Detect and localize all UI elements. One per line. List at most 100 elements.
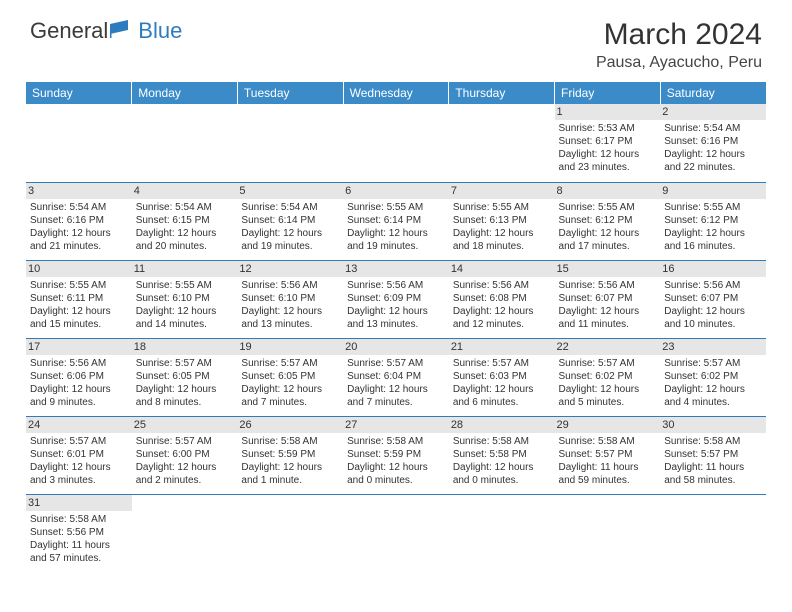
calendar-cell [237,104,343,182]
cell-line: Sunrise: 5:56 AM [347,279,445,292]
cell-line: Sunset: 6:04 PM [347,370,445,383]
cell-line: and 20 minutes. [136,240,234,253]
calendar-cell: 26Sunrise: 5:58 AMSunset: 5:59 PMDayligh… [237,416,343,494]
cell-content: Sunrise: 5:58 AMSunset: 5:57 PMDaylight:… [664,435,762,487]
calendar-cell: 20 Sunrise: 5:57 AMSunset: 6:04 PMDayligh… [343,338,449,416]
cell-line: and 8 minutes. [136,396,234,409]
cell-content: Sunrise: 5:58 AMSunset: 5:58 PMDaylight:… [453,435,551,487]
day-number: 8 [555,183,661,199]
cell-line: and 22 minutes. [664,161,762,174]
cell-line: Sunset: 5:57 PM [559,448,657,461]
calendar-cell [237,494,343,572]
cell-line: Daylight: 12 hours [664,305,762,318]
cell-content: Sunrise: 5:57 AMSunset: 6:03 PMDaylight:… [453,357,551,409]
calendar-cell: 12Sunrise: 5:56 AMSunset: 6:10 PMDayligh… [237,260,343,338]
cell-line: Sunrise: 5:55 AM [559,201,657,214]
cell-content: Sunrise: 5:56 AMSunset: 6:10 PMDaylight:… [241,279,339,331]
calendar-cell: 23Sunrise: 5:57 AMSunset: 6:02 PMDayligh… [660,338,766,416]
cell-line: and 5 minutes. [559,396,657,409]
cell-line: Sunset: 6:14 PM [241,214,339,227]
flag-icon [110,18,136,44]
calendar-cell: 10Sunrise: 5:55 AMSunset: 6:11 PMDayligh… [26,260,132,338]
calendar-cell: 11Sunrise: 5:55 AMSunset: 6:10 PMDayligh… [132,260,238,338]
cell-content: Sunrise: 5:55 AMSunset: 6:14 PMDaylight:… [347,201,445,253]
cell-content: Sunrise: 5:54 AMSunset: 6:14 PMDaylight:… [241,201,339,253]
cell-line: Sunset: 6:01 PM [30,448,128,461]
cell-line: Daylight: 12 hours [347,305,445,318]
cell-line: Sunrise: 5:57 AM [347,357,445,370]
cell-line: Sunset: 6:12 PM [664,214,762,227]
cell-line: Sunset: 6:17 PM [559,135,657,148]
day-header: Sunday [26,82,132,104]
day-number: 31 [26,495,132,511]
cell-line: Sunrise: 5:56 AM [30,357,128,370]
day-number: 19 [237,339,343,355]
calendar-cell [449,494,555,572]
day-number [237,495,343,511]
calendar-cell: 7Sunrise: 5:55 AMSunset: 6:13 PMDaylight… [449,182,555,260]
day-number: 26 [237,417,343,433]
day-number: 10 [26,261,132,277]
cell-line: Sunset: 6:05 PM [136,370,234,383]
cell-line: and 19 minutes. [241,240,339,253]
cell-line: Sunset: 6:16 PM [30,214,128,227]
cell-line: and 58 minutes. [664,474,762,487]
day-number [660,495,766,511]
cell-line: Sunrise: 5:56 AM [559,279,657,292]
cell-line: and 6 minutes. [453,396,551,409]
calendar-week: 24Sunrise: 5:57 AMSunset: 6:01 PMDayligh… [26,416,766,494]
cell-line: Daylight: 12 hours [30,305,128,318]
calendar-cell: 1Sunrise: 5:53 AMSunset: 6:17 PMDaylight… [555,104,661,182]
calendar-cell [132,494,238,572]
day-number [237,104,343,120]
cell-content: Sunrise: 5:58 AMSunset: 5:56 PMDaylight:… [30,513,128,565]
calendar-cell: 9Sunrise: 5:55 AMSunset: 6:12 PMDaylight… [660,182,766,260]
header: General Blue March 2024 Pausa, Ayacucho,… [0,0,792,76]
cell-line: Sunrise: 5:56 AM [241,279,339,292]
day-number [132,495,238,511]
calendar-cell [660,494,766,572]
day-number: 23 [660,339,766,355]
logo-text-blue: Blue [138,18,182,44]
cell-line: and 59 minutes. [559,474,657,487]
cell-line: and 15 minutes. [30,318,128,331]
cell-line: Daylight: 11 hours [664,461,762,474]
day-number: 17 [26,339,132,355]
cell-line: Daylight: 12 hours [136,461,234,474]
cell-line: and 4 minutes. [664,396,762,409]
day-header: Monday [132,82,238,104]
calendar-week: 17Sunrise: 5:56 AMSunset: 6:06 PMDayligh… [26,338,766,416]
cell-line: Daylight: 12 hours [559,305,657,318]
calendar-cell: 24Sunrise: 5:57 AMSunset: 6:01 PMDayligh… [26,416,132,494]
day-number: 20 [343,339,449,355]
cell-line: Sunrise: 5:57 AM [30,435,128,448]
cell-line: and 0 minutes. [347,474,445,487]
cell-line: and 14 minutes. [136,318,234,331]
cell-line: Sunrise: 5:54 AM [30,201,128,214]
day-number [132,104,238,120]
cell-line: Daylight: 12 hours [559,148,657,161]
calendar-week: 31 Sunrise: 5:58 AMSunset: 5:56 PMDayligh… [26,494,766,572]
cell-line: Sunset: 6:00 PM [136,448,234,461]
calendar-cell: 21Sunrise: 5:57 AMSunset: 6:03 PMDayligh… [449,338,555,416]
day-number: 9 [660,183,766,199]
cell-content: Sunrise: 5:55 AMSunset: 6:12 PMDaylight:… [559,201,657,253]
calendar-cell [26,104,132,182]
calendar-cell: 22Sunrise: 5:57 AMSunset: 6:02 PMDayligh… [555,338,661,416]
cell-line: and 57 minutes. [30,552,128,565]
day-number [26,104,132,120]
cell-line: and 9 minutes. [30,396,128,409]
day-number: 15 [555,261,661,277]
cell-line: Daylight: 12 hours [664,383,762,396]
cell-line: Sunrise: 5:53 AM [559,122,657,135]
day-number: 14 [449,261,555,277]
title-block: March 2024 Pausa, Ayacucho, Peru [596,18,762,72]
calendar-cell: 8 Sunrise: 5:55 AMSunset: 6:12 PMDaylight… [555,182,661,260]
cell-line: and 13 minutes. [347,318,445,331]
cell-line: Daylight: 12 hours [347,383,445,396]
cell-line: Daylight: 12 hours [136,305,234,318]
cell-line: Sunrise: 5:55 AM [136,279,234,292]
cell-line: and 19 minutes. [347,240,445,253]
day-number: 16 [660,261,766,277]
cell-content: Sunrise: 5:57 AMSunset: 6:00 PMDaylight:… [136,435,234,487]
